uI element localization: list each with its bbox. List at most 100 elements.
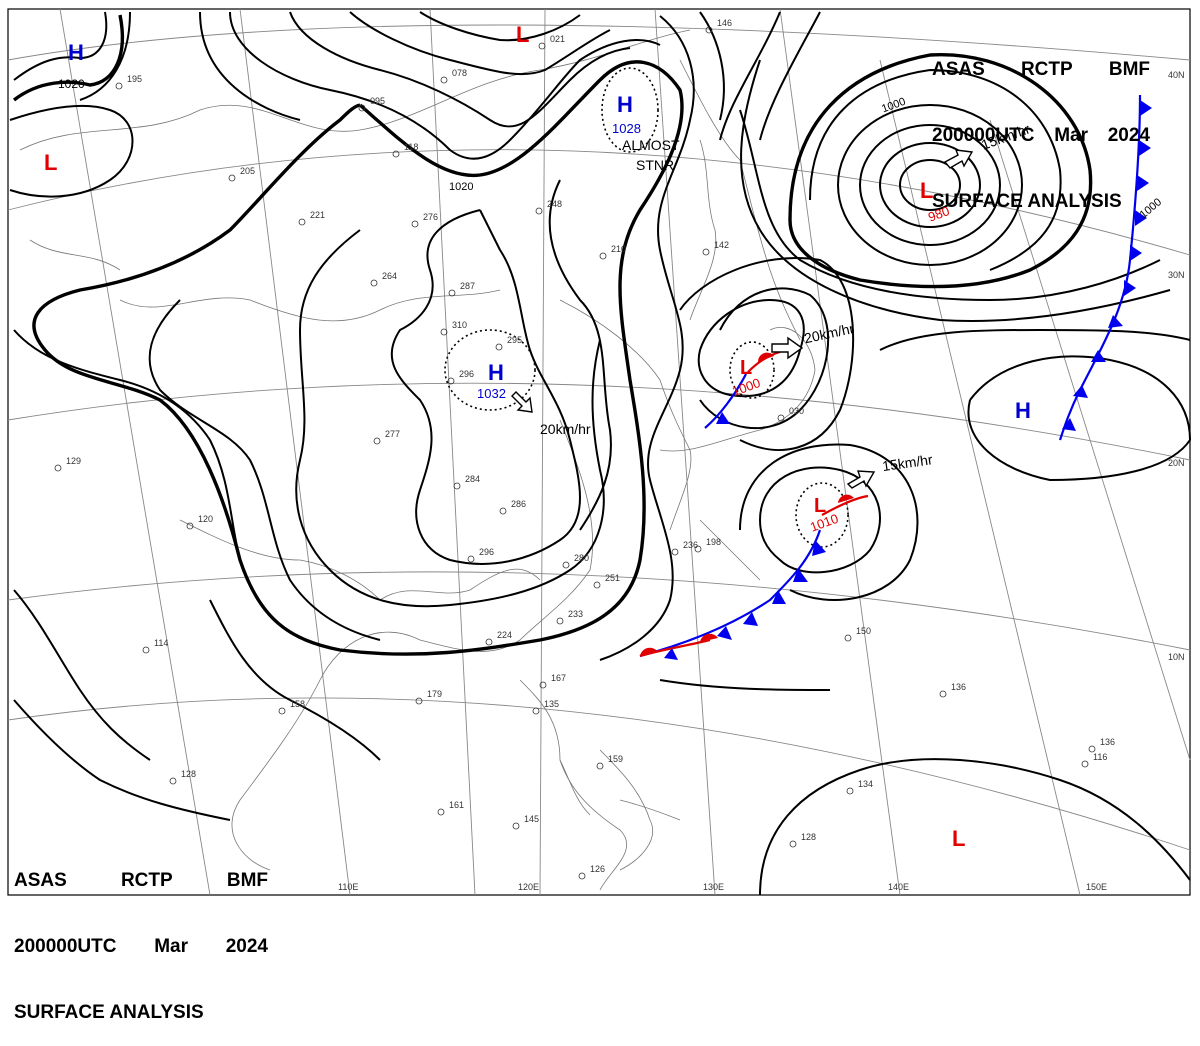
system-low-west: L	[44, 150, 57, 175]
station-marker	[702, 248, 710, 256]
motion-label-china-high: 20km/hr	[540, 421, 591, 437]
station-marker	[392, 150, 400, 158]
annotations: ALMOST STNR	[622, 137, 680, 173]
station-pressure-value: 135	[544, 699, 559, 709]
header-month: Mar	[1054, 125, 1088, 146]
station-pressure-value: 233	[568, 609, 583, 619]
station-pressure-value: 210	[611, 244, 626, 254]
station-pressure-value: 128	[801, 832, 816, 842]
station-pressure-value: 221	[310, 210, 325, 220]
station-marker	[939, 690, 947, 698]
station-marker	[1088, 745, 1096, 753]
motion-label-taiwan-low: 15km/hr	[881, 451, 934, 474]
header-bottom-left: ASAS RCTP BMF 200000UTC Mar 2024 SURFACE…	[14, 826, 268, 1046]
isobars	[9, 11, 1192, 896]
lon-label-150e: 150E	[1086, 882, 1107, 892]
station-marker	[440, 76, 448, 84]
system-high-northwest: H	[68, 40, 84, 65]
station-marker	[846, 787, 854, 795]
system-low-north: L	[516, 22, 529, 47]
station-marker	[844, 634, 852, 642]
station-marker	[538, 42, 546, 50]
station-marker	[694, 545, 702, 553]
station-pressure-value: 145	[524, 814, 539, 824]
station-marker	[448, 289, 456, 297]
station-marker	[512, 822, 520, 830]
lon-label-140e: 140E	[888, 882, 909, 892]
station-pressure-value: 126	[590, 864, 605, 874]
station-pressure-value: 114	[154, 638, 168, 648]
header-product-code: ASAS	[932, 59, 985, 80]
station-marker	[447, 377, 455, 385]
station-pressure-value: 280	[574, 553, 589, 563]
station-pressure-value: 159	[608, 754, 623, 764]
header-station: RCTP	[120, 870, 173, 891]
lon-labels: 110E 120E 130E 140E 150E	[338, 882, 1107, 892]
station-pressure-value: 284	[465, 474, 480, 484]
latitude-grid	[7, 24, 1191, 851]
system-dotted-outlines	[444, 67, 849, 548]
header-top-right: ASAS RCTP BMF 200000UTC Mar 2024 SURFACE…	[932, 15, 1150, 235]
station-pressure-value: 310	[452, 320, 467, 330]
station-pressure-value: 224	[497, 630, 512, 640]
header-year: 2024	[225, 936, 268, 957]
station-marker	[499, 507, 507, 515]
station-pressure-value: 030	[789, 406, 804, 416]
header-type: BMF	[226, 870, 268, 891]
header-title: SURFACE ANALYSIS	[932, 191, 1122, 212]
header-product-code: ASAS	[14, 870, 67, 891]
lon-label-130e: 130E	[703, 882, 724, 892]
weather-map: H 1020 L L H 1028 L 980 H 1032 L 1000 H …	[7, 8, 1192, 896]
lat-label-20n: 20N	[1168, 458, 1185, 468]
lon-label-120e: 120E	[518, 882, 539, 892]
lat-labels: 40N 30N 20N 10N	[1168, 70, 1185, 662]
station-marker	[169, 777, 177, 785]
station-marker	[142, 646, 150, 654]
station-pressure-value: 296	[459, 369, 474, 379]
station-pressure-value: 095	[370, 96, 385, 106]
system-low-southeast: L	[952, 826, 965, 851]
station-marker	[495, 343, 503, 351]
station-marker	[596, 762, 604, 770]
station-marker	[415, 697, 423, 705]
annotation-almost: ALMOST	[622, 137, 680, 153]
station-pressure-value: 248	[547, 199, 562, 209]
station-pressure-value: 128	[181, 769, 196, 779]
station-marker	[535, 207, 543, 215]
station-plots: 195 078 095 118 021 146 205 221 276 248 210 142 264 2…	[54, 18, 1115, 880]
station-pressure-value: 264	[382, 271, 397, 281]
longitude-grid	[59, 8, 1191, 896]
station-marker	[532, 707, 540, 715]
station-pressure-value: 296	[479, 547, 494, 557]
station-pressure-value: 161	[449, 800, 464, 810]
station-marker	[578, 872, 586, 880]
station-marker	[789, 840, 797, 848]
system-high-china-value: 1032	[477, 386, 506, 401]
station-pressure-value: 021	[550, 34, 565, 44]
station-marker	[593, 581, 601, 589]
station-marker	[440, 328, 448, 336]
header-time: 200000UTC	[932, 125, 1035, 146]
header-type: BMF	[1108, 59, 1150, 80]
station-pressure-value: 236	[683, 540, 698, 550]
station-marker	[228, 174, 236, 182]
coastlines	[19, 29, 816, 891]
station-pressure-value: 136	[1100, 737, 1115, 747]
station-marker	[54, 464, 62, 472]
station-marker	[467, 555, 475, 563]
station-pressure-value: 118	[404, 142, 418, 152]
station-pressure-value: 078	[452, 68, 467, 78]
station-pressure-value: 277	[385, 429, 400, 439]
station-pressure-value: 120	[198, 514, 213, 524]
header-title: SURFACE ANALYSIS	[14, 1002, 204, 1023]
pressure-systems: H 1020 L L H 1028 L 980 H 1032 L 1000 H …	[44, 22, 1031, 851]
header-time: 200000UTC	[14, 936, 117, 957]
system-high-east: H	[1015, 398, 1031, 423]
station-pressure-value: 287	[460, 281, 475, 291]
station-marker	[115, 82, 123, 90]
front-symbols	[640, 100, 1152, 660]
station-marker	[437, 808, 445, 816]
station-marker	[298, 218, 306, 226]
station-marker	[705, 26, 713, 34]
station-pressure-value: 136	[951, 682, 966, 692]
